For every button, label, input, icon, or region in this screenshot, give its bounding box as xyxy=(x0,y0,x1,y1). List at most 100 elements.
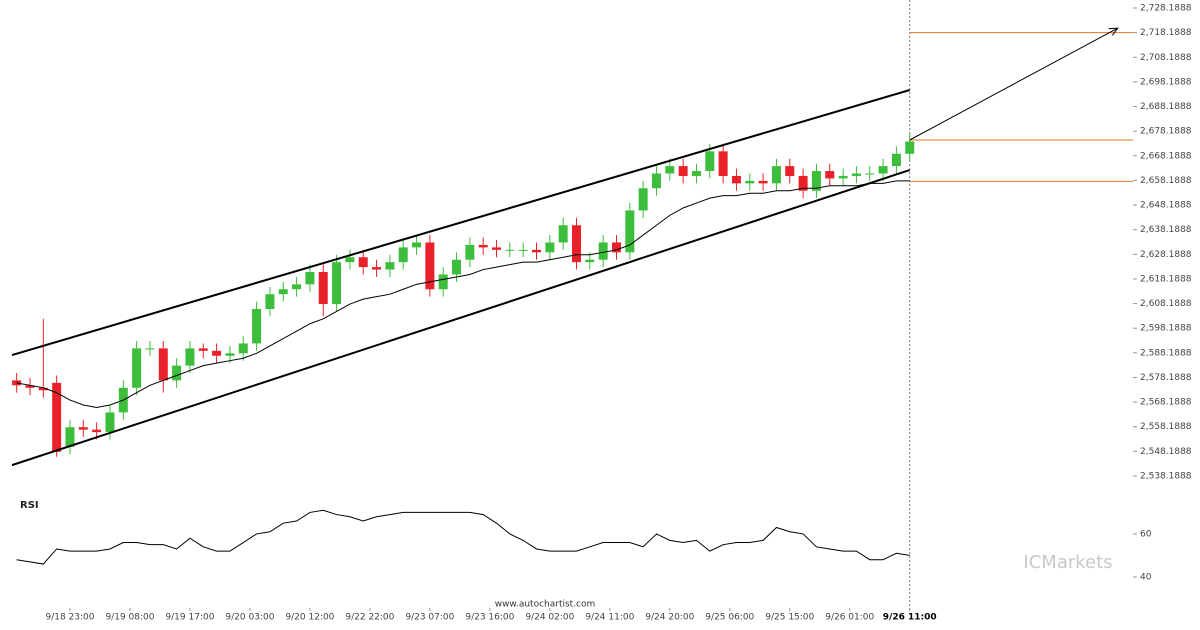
candle-body xyxy=(851,173,861,176)
candle-body xyxy=(305,272,315,285)
candle-body xyxy=(478,244,488,248)
y-tick-label: 2,548.1888 xyxy=(1140,447,1192,457)
y-tick-label: 2,688.1888 xyxy=(1140,102,1192,112)
candle-body xyxy=(425,242,435,290)
candle-body xyxy=(865,173,875,175)
rsi-line xyxy=(16,509,910,565)
x-tick-label: 9/23 16:00 xyxy=(465,613,514,623)
source: www.autochartist.com xyxy=(495,600,596,610)
forecast-arrow xyxy=(909,27,1118,141)
channel-lower xyxy=(11,169,911,467)
candle-body xyxy=(78,427,88,430)
x-tick-label: 9/18 23:00 xyxy=(45,613,94,623)
candle-body xyxy=(345,257,355,263)
y-tick-label: 2,538.1888 xyxy=(1140,471,1192,481)
candle-body xyxy=(825,171,835,179)
y-tick-label: 2,718.1888 xyxy=(1140,28,1192,38)
y-tick-label: 2,628.1888 xyxy=(1140,250,1192,260)
candle-body xyxy=(452,259,462,275)
y-tick-label: 2,648.1888 xyxy=(1140,201,1192,211)
x-tick-label: 9/24 02:00 xyxy=(525,613,574,623)
candle-body xyxy=(571,225,581,263)
candle-body xyxy=(238,343,248,354)
candle-body xyxy=(545,242,555,253)
x-tick-label: 9/23 07:00 xyxy=(405,613,454,623)
x-tick-label: 9/19 17:00 xyxy=(165,613,214,623)
y-tick-label: 2,678.1888 xyxy=(1140,127,1192,137)
candle-body xyxy=(92,429,102,433)
candle-body xyxy=(318,272,328,305)
y-tick-label: 60 xyxy=(1140,529,1152,539)
y-tick-label: 2,568.1888 xyxy=(1140,398,1192,408)
candle-body xyxy=(705,151,715,172)
candle-body xyxy=(185,348,195,366)
candle-body xyxy=(731,175,741,184)
candle-body xyxy=(492,247,502,250)
candle-body xyxy=(505,249,515,251)
candle-body xyxy=(838,175,848,179)
candle-body xyxy=(625,210,635,253)
moving-average xyxy=(16,180,910,408)
candle-body xyxy=(745,180,755,184)
y-tick-label: 2,708.1888 xyxy=(1140,53,1192,63)
candle-body xyxy=(65,427,75,447)
candle-body xyxy=(651,173,661,189)
y-tick-label: 2,608.1888 xyxy=(1140,299,1192,309)
x-tick-label: 9/26 01:00 xyxy=(825,613,874,623)
candle-body xyxy=(691,171,701,176)
candle-body xyxy=(198,348,208,351)
candle-body xyxy=(465,244,475,260)
candle-body xyxy=(518,249,528,251)
candle-body xyxy=(878,166,888,174)
candle-body xyxy=(558,225,568,243)
candle-body xyxy=(158,348,168,381)
x-tick-label: 9/26 11:00 xyxy=(883,613,937,623)
candle-body xyxy=(105,412,115,433)
candle-body xyxy=(278,289,288,295)
candle-body xyxy=(212,350,222,356)
candle-body xyxy=(758,180,768,184)
y-tick-label: 2,728.1888 xyxy=(1140,4,1192,14)
candle-body xyxy=(332,262,342,305)
candle-body xyxy=(132,348,142,388)
candle-body xyxy=(38,387,48,391)
candle-body xyxy=(358,257,368,268)
candle-body xyxy=(532,249,542,253)
y-tick-label: 2,558.1888 xyxy=(1140,422,1192,432)
candle-body xyxy=(665,166,675,174)
candle-body xyxy=(372,267,382,270)
candle-body xyxy=(905,141,915,154)
candle-body xyxy=(438,274,448,290)
x-tick-label: 9/20 03:00 xyxy=(225,613,274,623)
candle-body xyxy=(292,284,302,290)
candle-body xyxy=(785,166,795,176)
x-tick-label: 9/25 06:00 xyxy=(705,613,754,623)
candle-body xyxy=(771,166,781,184)
candle-body xyxy=(252,308,262,344)
x-tick-label: 9/24 11:00 xyxy=(585,613,634,623)
candle-body xyxy=(585,259,595,263)
candle-body xyxy=(678,166,688,176)
candle-body xyxy=(638,188,648,211)
y-tick-label: 2,578.1888 xyxy=(1140,373,1192,383)
y-tick-label: 2,698.1888 xyxy=(1140,77,1192,87)
candle-body xyxy=(718,151,728,176)
x-tick-label: 9/25 15:00 xyxy=(765,613,814,623)
candle-body xyxy=(412,242,422,248)
y-tick-label: 2,668.1888 xyxy=(1140,151,1192,161)
y-tick-label: 2,658.1888 xyxy=(1140,176,1192,186)
x-tick-label: 9/24 20:00 xyxy=(645,613,694,623)
candle-body xyxy=(398,247,408,263)
x-tick-label: 9/22 22:00 xyxy=(345,613,394,623)
candle-body xyxy=(265,294,275,309)
x-tick-label: 9/19 08:00 xyxy=(105,613,154,623)
candle-body xyxy=(385,262,395,270)
watermark: ICMarkets xyxy=(1023,552,1112,573)
x-tick-label: 9/20 12:00 xyxy=(285,613,334,623)
y-tick-label: 2,618.1888 xyxy=(1140,274,1192,284)
y-tick-label: 40 xyxy=(1140,572,1152,582)
rsi-title: RSI xyxy=(20,500,39,511)
candle-body xyxy=(598,242,608,260)
candle-body xyxy=(811,171,821,191)
